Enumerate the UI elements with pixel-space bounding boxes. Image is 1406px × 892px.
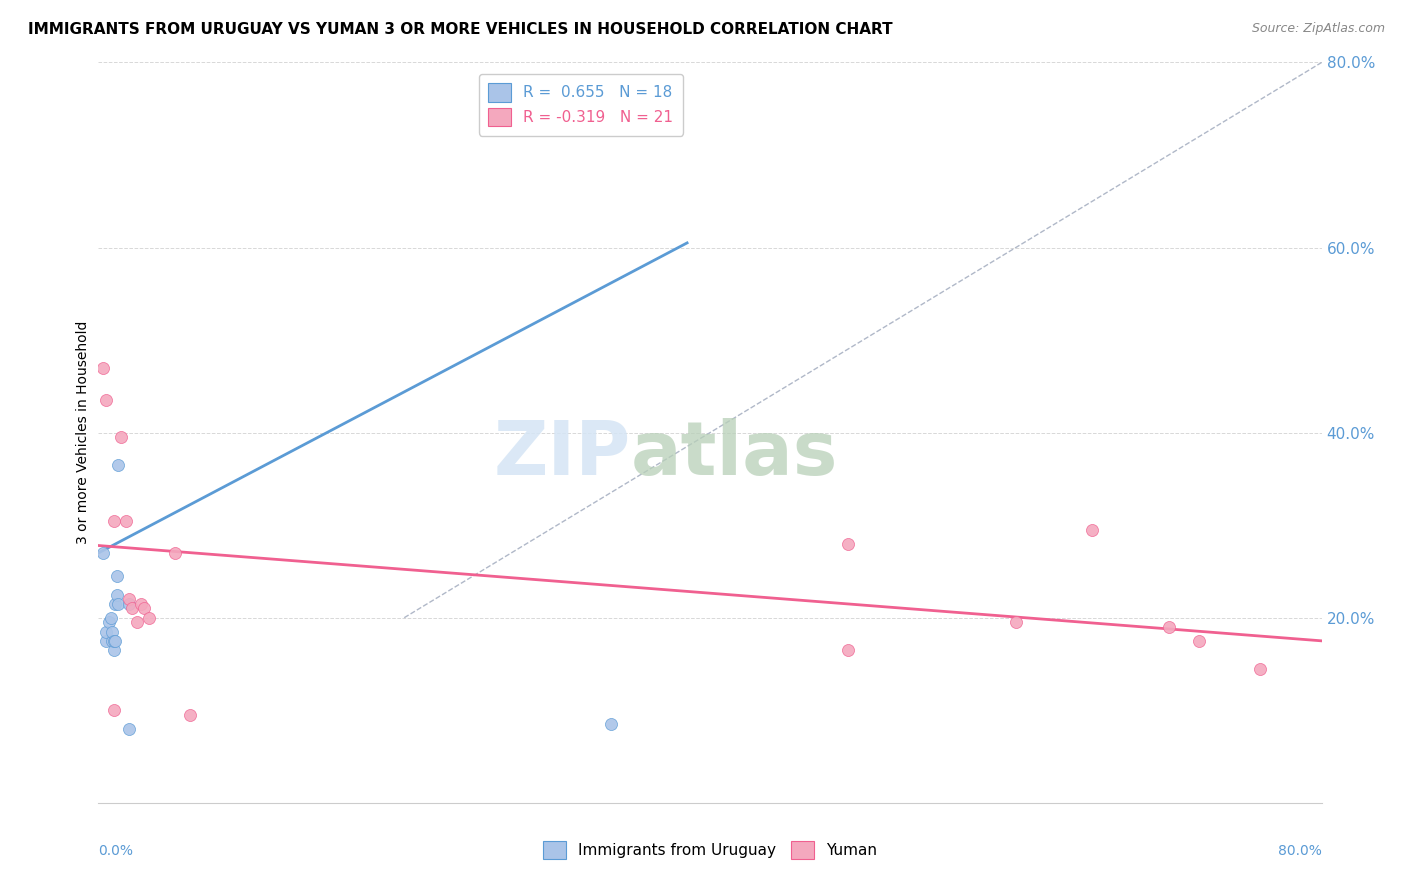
Point — [103, 703, 125, 717]
Point — [125, 615, 148, 630]
Text: atlas: atlas — [630, 418, 838, 491]
Point — [1249, 662, 1271, 676]
Point — [94, 633, 117, 648]
Point — [837, 643, 859, 657]
Text: 0.0%: 0.0% — [98, 844, 134, 857]
Point — [134, 601, 156, 615]
Text: 80.0%: 80.0% — [1278, 844, 1322, 857]
Point — [118, 722, 141, 736]
Point — [104, 633, 127, 648]
Point — [101, 633, 124, 648]
Point — [104, 597, 127, 611]
Point — [163, 546, 186, 560]
Point — [94, 624, 117, 639]
Point — [129, 597, 152, 611]
Point — [121, 601, 143, 615]
Point — [118, 597, 141, 611]
Point — [100, 611, 122, 625]
Point — [179, 707, 201, 722]
Point — [1004, 615, 1026, 630]
Point — [107, 458, 129, 472]
Point — [837, 537, 859, 551]
Point — [138, 611, 160, 625]
Point — [115, 514, 138, 528]
Point — [105, 588, 128, 602]
Point — [91, 360, 114, 375]
Point — [103, 643, 125, 657]
Point — [107, 597, 129, 611]
Point — [110, 430, 132, 444]
Y-axis label: 3 or more Vehicles in Household: 3 or more Vehicles in Household — [76, 321, 90, 544]
Legend: Immigrants from Uruguay, Yuman: Immigrants from Uruguay, Yuman — [537, 835, 883, 865]
Point — [105, 569, 128, 583]
Point — [103, 514, 125, 528]
Point — [118, 592, 141, 607]
Point — [101, 624, 124, 639]
Point — [599, 717, 621, 731]
Text: Source: ZipAtlas.com: Source: ZipAtlas.com — [1251, 22, 1385, 36]
Point — [1157, 620, 1180, 634]
Point — [103, 633, 125, 648]
Point — [1188, 633, 1211, 648]
Point — [91, 546, 114, 560]
Text: IMMIGRANTS FROM URUGUAY VS YUMAN 3 OR MORE VEHICLES IN HOUSEHOLD CORRELATION CHA: IMMIGRANTS FROM URUGUAY VS YUMAN 3 OR MO… — [28, 22, 893, 37]
Point — [1081, 523, 1104, 537]
Point — [94, 393, 117, 408]
Text: ZIP: ZIP — [494, 418, 630, 491]
Point — [98, 615, 121, 630]
